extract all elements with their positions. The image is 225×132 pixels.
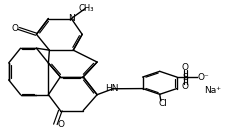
Text: Cl: Cl [158,99,166,108]
Text: Na⁺: Na⁺ [203,86,220,95]
Text: N: N [68,14,74,23]
Text: CH₃: CH₃ [78,4,94,13]
Text: S: S [182,73,187,82]
Text: O⁻: O⁻ [196,73,208,82]
Text: O: O [12,24,19,33]
Text: O: O [181,63,188,72]
Text: O: O [57,120,64,129]
Text: O: O [181,82,188,91]
Text: HN: HN [105,84,118,93]
